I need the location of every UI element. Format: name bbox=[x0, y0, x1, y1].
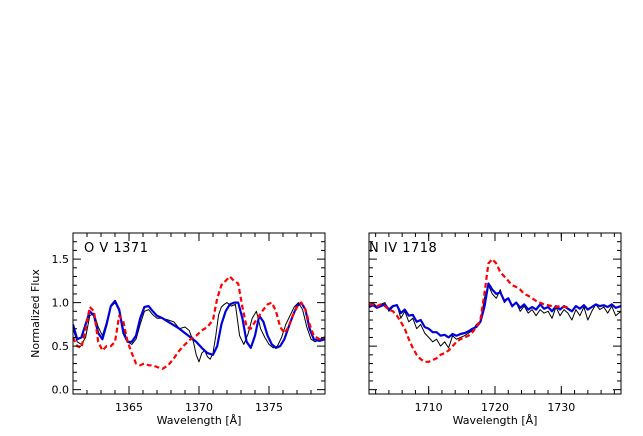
series-line-0 bbox=[369, 284, 621, 349]
x-tick-label: 1370 bbox=[185, 401, 213, 414]
y-tick-label: 0.0 bbox=[52, 384, 70, 397]
panel-annotation: O V 1371 bbox=[84, 241, 148, 256]
y-tick-label: 1.5 bbox=[52, 253, 70, 266]
x-axis-title: Wavelength [Å] bbox=[453, 414, 538, 427]
series-line-1 bbox=[73, 299, 325, 356]
x-tick-label: 1365 bbox=[115, 401, 143, 414]
series-group bbox=[73, 275, 325, 370]
series-line-1 bbox=[369, 282, 621, 339]
plot-frame bbox=[72, 232, 326, 395]
series-line-2 bbox=[73, 275, 325, 370]
panel-niv-1718: N IV 1718 1710 1720 1730 Wavelength [Å] bbox=[368, 232, 622, 427]
panel-ov-1371: O V 1371 1365 1370 1375 0.0 0.5 1.0 1.5 Wavelen… bbox=[29, 232, 326, 427]
x-tick-label: 1375 bbox=[255, 401, 283, 414]
y-tick-label: 1.0 bbox=[52, 297, 70, 310]
panel-annotation: N IV 1718 bbox=[369, 241, 437, 256]
series-line-2 bbox=[369, 258, 568, 363]
y-axis-title: Normalized Flux bbox=[29, 269, 42, 358]
x-tick-label: 1720 bbox=[481, 401, 509, 414]
x-axis-title: Wavelength [Å] bbox=[157, 414, 242, 427]
series-group bbox=[369, 258, 621, 363]
x-tick-label: 1730 bbox=[547, 401, 575, 414]
x-tick-label: 1710 bbox=[415, 401, 443, 414]
y-tick-label: 0.5 bbox=[52, 340, 70, 353]
